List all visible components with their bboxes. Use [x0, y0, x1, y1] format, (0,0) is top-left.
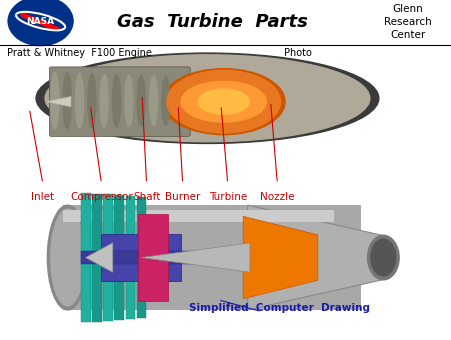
- Text: Turbine: Turbine: [209, 192, 247, 202]
- FancyBboxPatch shape: [49, 67, 190, 136]
- Ellipse shape: [100, 74, 108, 127]
- FancyBboxPatch shape: [115, 195, 124, 320]
- Ellipse shape: [162, 76, 170, 125]
- Ellipse shape: [88, 74, 96, 128]
- FancyBboxPatch shape: [0, 49, 451, 155]
- Ellipse shape: [371, 239, 396, 276]
- Ellipse shape: [137, 75, 145, 126]
- Ellipse shape: [149, 76, 157, 125]
- Polygon shape: [141, 243, 250, 272]
- Polygon shape: [243, 216, 318, 299]
- Text: Inlet: Inlet: [31, 192, 55, 202]
- Text: Simplified  Computer  Drawing: Simplified Computer Drawing: [189, 303, 370, 313]
- Ellipse shape: [112, 75, 120, 127]
- Text: Shaft: Shaft: [133, 192, 160, 202]
- Ellipse shape: [75, 73, 83, 128]
- Text: NASA: NASA: [27, 17, 55, 26]
- Text: Glenn
Research
Center: Glenn Research Center: [384, 4, 432, 40]
- Circle shape: [8, 0, 73, 46]
- Text: Gas  Turbine  Parts: Gas Turbine Parts: [116, 13, 308, 31]
- Ellipse shape: [162, 69, 285, 135]
- FancyBboxPatch shape: [63, 210, 334, 222]
- FancyBboxPatch shape: [101, 234, 181, 281]
- Ellipse shape: [51, 209, 85, 306]
- FancyBboxPatch shape: [138, 214, 168, 301]
- Ellipse shape: [63, 73, 71, 129]
- FancyBboxPatch shape: [81, 251, 239, 264]
- Text: Compressor: Compressor: [70, 192, 133, 202]
- FancyBboxPatch shape: [0, 195, 451, 326]
- Text: Pratt & Whitney  F100 Engine: Pratt & Whitney F100 Engine: [7, 48, 152, 58]
- Ellipse shape: [368, 235, 399, 280]
- Text: Burner: Burner: [165, 192, 200, 202]
- Ellipse shape: [167, 70, 281, 133]
- FancyBboxPatch shape: [81, 193, 91, 322]
- FancyBboxPatch shape: [63, 205, 361, 310]
- FancyBboxPatch shape: [92, 193, 102, 322]
- Ellipse shape: [125, 75, 133, 126]
- FancyBboxPatch shape: [125, 196, 135, 319]
- Ellipse shape: [45, 55, 370, 142]
- Polygon shape: [45, 97, 71, 107]
- Ellipse shape: [181, 81, 266, 122]
- Ellipse shape: [47, 205, 88, 310]
- Ellipse shape: [51, 72, 59, 129]
- Text: Nozzle: Nozzle: [260, 192, 295, 202]
- Ellipse shape: [36, 53, 379, 143]
- Polygon shape: [248, 205, 383, 310]
- Text: Photo: Photo: [284, 48, 312, 58]
- FancyBboxPatch shape: [103, 194, 113, 321]
- Polygon shape: [86, 243, 113, 272]
- FancyBboxPatch shape: [137, 197, 146, 319]
- Ellipse shape: [198, 89, 249, 114]
